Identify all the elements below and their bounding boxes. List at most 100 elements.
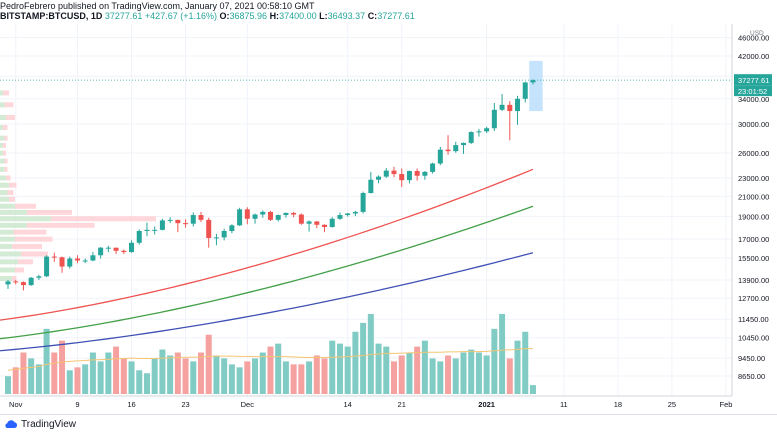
- candle-body: [484, 128, 490, 132]
- volume-bar: [468, 349, 475, 394]
- tradingview-logo-text: TradingView: [21, 419, 77, 430]
- candle-body: [437, 149, 443, 164]
- candle-body: [113, 247, 119, 251]
- volume-bar: [529, 385, 536, 394]
- volume-profile-up: [0, 158, 5, 164]
- candle-body: [476, 131, 482, 133]
- volume-ma-line: [7, 348, 533, 371]
- price-tick-label: 30000.00: [738, 120, 769, 129]
- footer: TradingView: [0, 414, 777, 436]
- candle-body: [322, 224, 328, 228]
- volume-bar: [12, 367, 19, 394]
- candle-body: [90, 255, 96, 261]
- candle-body: [5, 281, 11, 285]
- countdown-badge: [734, 85, 772, 97]
- symbol-label[interactable]: BITSTAMP:BTCUSD, 1D: [0, 11, 103, 21]
- price-axis: 8650.00 9450.00 10450.00 11450.00 12700.00 13…: [731, 24, 772, 396]
- volume-profile-down: [4, 135, 8, 141]
- volume-profile-down: [6, 115, 15, 121]
- candlesticks: [0, 79, 732, 291]
- volume-bar: [321, 358, 328, 394]
- volume-profile-up: [0, 102, 5, 108]
- close-value: 37277.61: [377, 11, 415, 21]
- time-tick-label: 18: [614, 400, 622, 409]
- candle-body: [445, 149, 451, 152]
- time-tick-label: 25: [668, 400, 676, 409]
- moving-average-line: [0, 168, 534, 321]
- volume-bar: [452, 358, 459, 394]
- volume-profile-down: [15, 267, 24, 273]
- ohlc-legend: BITSTAMP:BTCUSD, 1D 37277.61 +427.67 (+1…: [0, 11, 415, 21]
- volume-profile-up: [0, 166, 5, 172]
- volume-profile-up: [0, 229, 14, 235]
- time-tick-label: 14: [344, 400, 352, 409]
- candle-body: [345, 213, 351, 216]
- volume-profile-down: [27, 209, 72, 215]
- volume-bar: [306, 361, 313, 394]
- candle-body: [190, 215, 196, 224]
- candle-body: [213, 237, 219, 239]
- volume-bar: [313, 355, 320, 394]
- price-tick-label: 12700.00: [738, 294, 769, 303]
- price-tick-label: 19000.00: [738, 213, 769, 222]
- volume-bar: [236, 367, 243, 394]
- candle-body: [422, 171, 428, 176]
- price-tick-label: 23000.00: [738, 174, 769, 183]
- candle-body: [152, 229, 158, 231]
- price-change: +427.67 (+1.16%): [144, 11, 217, 21]
- volume-profile-up: [0, 216, 51, 222]
- volume-bar: [290, 364, 297, 394]
- candle-body: [368, 179, 374, 194]
- volume-bar: [506, 358, 513, 394]
- volume-bar: [174, 352, 181, 394]
- volume-profile-down: [13, 229, 47, 235]
- price-tick-label: 46000.00: [738, 34, 769, 43]
- volume-profile-up: [0, 125, 3, 131]
- candle-body: [391, 170, 397, 175]
- axis-currency-label: USD: [750, 30, 764, 37]
- high-value: 37400.00: [279, 11, 317, 21]
- candle-body: [59, 257, 65, 267]
- candle-body: [98, 247, 104, 256]
- price-chart[interactable]: 8650.00 9450.00 10450.00 11450.00 12700.00 13…: [0, 24, 777, 413]
- volume-bars: [5, 314, 536, 394]
- volume-profile-up: [0, 222, 27, 228]
- candle-body: [430, 163, 436, 172]
- volume-bar: [20, 352, 27, 394]
- tradingview-logo[interactable]: TradingView: [4, 419, 76, 430]
- time-tick-label: 21: [398, 400, 406, 409]
- last-price-label: 37277.61: [738, 76, 769, 85]
- volume-bar: [282, 361, 289, 394]
- candle-body: [453, 145, 459, 152]
- projection-box: [529, 60, 543, 112]
- candle-body: [44, 256, 50, 277]
- candle-body: [291, 212, 297, 215]
- volume-profile-down: [12, 275, 17, 281]
- price-tick-label: 11450.00: [738, 315, 769, 324]
- open-label: O:: [219, 11, 230, 21]
- candle-body: [175, 219, 181, 224]
- volume-bar: [43, 328, 50, 394]
- price-tick-label: 21000.00: [738, 192, 769, 201]
- volume-profile-up: [0, 243, 12, 249]
- volume-profile-up: [0, 115, 6, 121]
- price-tick-label: 15500.00: [738, 254, 769, 263]
- volume-profile-up: [0, 190, 8, 196]
- candle-body: [136, 230, 142, 243]
- candle-body: [329, 218, 335, 228]
- volume-bar: [136, 370, 143, 394]
- last-price: 37277.61: [104, 11, 143, 21]
- volume-bar: [105, 352, 112, 394]
- volume-profile-up: [0, 236, 15, 242]
- candle-body: [82, 260, 88, 262]
- candle-body: [383, 170, 389, 177]
- volume-bar: [205, 334, 212, 394]
- time-tick-label: 2021: [478, 400, 495, 409]
- volume-bar: [66, 370, 73, 394]
- candle-body: [298, 214, 304, 224]
- candle-body: [260, 211, 266, 215]
- candle-body: [275, 215, 281, 220]
- candle-body: [252, 214, 258, 219]
- candle-body: [352, 211, 358, 214]
- volume-bar: [167, 355, 174, 394]
